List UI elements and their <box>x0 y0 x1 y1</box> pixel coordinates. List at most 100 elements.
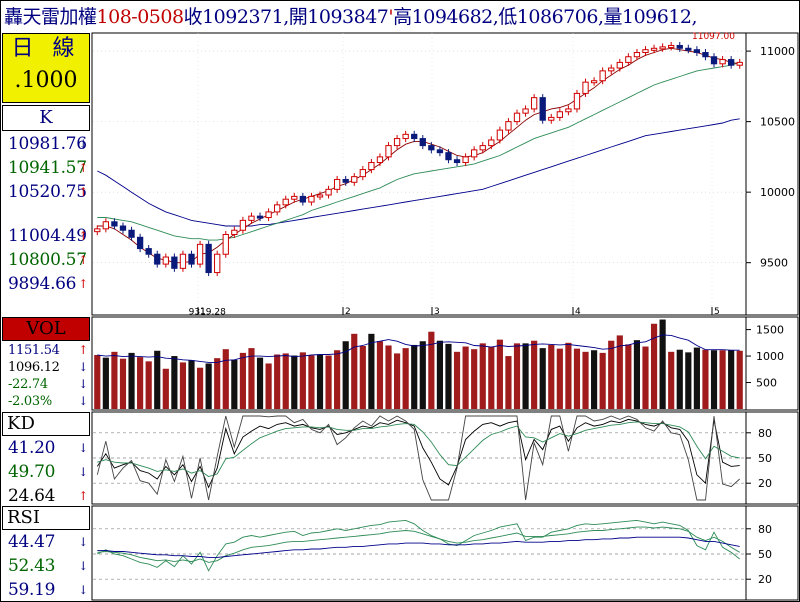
volume-bar <box>334 350 341 409</box>
volume-panel: 500 1000 1500 <box>91 316 799 411</box>
k-values-row: 11004.49 ↑ <box>2 224 90 248</box>
vol-value: 109612 <box>621 6 692 28</box>
high-label: 高 <box>393 6 412 28</box>
kd-values-row: 41.20 ↓ <box>2 436 90 460</box>
y-tick-label: 9500 <box>760 257 788 270</box>
period-label: 日 線 <box>11 36 81 61</box>
header-trail: , <box>691 6 698 28</box>
indicator-value: 10520.75 <box>8 182 87 202</box>
volume-bar <box>111 351 118 409</box>
volume-bar <box>676 349 683 409</box>
volume-bar <box>496 339 503 409</box>
candle-body <box>445 152 452 161</box>
candle-body <box>111 221 118 227</box>
panel-border <box>91 505 799 601</box>
rsi-values-row: 44.47 ↓ <box>2 530 90 554</box>
candle-body <box>522 108 529 114</box>
period-box: 日 線 .1000 <box>2 33 90 103</box>
volume-bar <box>608 340 615 409</box>
ma-mid-line <box>97 61 740 241</box>
volume-bar <box>505 356 512 409</box>
y-tick-label: 1500 <box>756 324 784 337</box>
volume-bar <box>299 352 306 409</box>
volume-bar <box>205 363 212 409</box>
kd-panel: 20 50 80 <box>91 411 799 505</box>
volume-bar <box>693 347 700 409</box>
up-arrow-icon: ↑ <box>78 161 88 175</box>
indicator-value: 59.19 <box>8 580 56 600</box>
volume-bar <box>94 355 101 409</box>
candle-body <box>196 243 204 265</box>
volume-bar <box>308 355 315 409</box>
candle-body <box>488 139 495 147</box>
rsi-panel: 20 50 80 <box>91 505 799 601</box>
volume-bar <box>659 319 666 409</box>
volume-bar <box>582 351 589 409</box>
volume-bar <box>565 342 572 409</box>
volume-bar <box>453 351 461 409</box>
series-line <box>96 415 740 501</box>
candle-body <box>274 204 281 213</box>
rsi-values: 44.47 ↓ 52.43 ↓ 59.19 ↓ <box>2 530 90 602</box>
indicator-value: 10981.76 <box>8 134 87 154</box>
candle-body <box>162 256 169 265</box>
rsi-values-row: 59.19 ↓ <box>2 578 90 602</box>
volume-bar <box>351 333 358 409</box>
candle-body <box>248 215 255 221</box>
candle-body <box>719 59 726 65</box>
ma-long-line <box>97 118 740 227</box>
indicator-value: -2.03% <box>8 394 52 409</box>
candle-body <box>231 229 238 235</box>
low-annotation: 9319.28 <box>189 308 226 318</box>
candle-body <box>428 145 435 151</box>
up-arrow-icon: ↑ <box>78 343 88 357</box>
candle-body <box>393 138 401 147</box>
candle-body <box>453 159 461 164</box>
kd-label-box: KD <box>2 412 90 436</box>
k-label: K <box>39 107 53 128</box>
candle-body <box>402 133 409 140</box>
vol-values-row: -22.74 ↓ <box>2 376 90 393</box>
indicator-value: 44.47 <box>8 532 56 552</box>
volume-bar <box>531 340 538 409</box>
candle-body <box>582 81 589 94</box>
volume-bar <box>282 353 289 409</box>
k-values-row: 9894.66 ↑ <box>2 272 90 296</box>
candle-body <box>436 149 444 154</box>
candle-body <box>256 215 264 219</box>
vol-values-row: 1151.54 ↑ <box>2 342 90 359</box>
candle-body <box>590 80 598 84</box>
volume-bar <box>633 340 641 409</box>
candle-body <box>736 61 743 66</box>
candle-body <box>171 256 178 269</box>
volume-bar <box>556 348 563 409</box>
volume-bar <box>428 331 435 409</box>
volume-bar <box>719 350 726 409</box>
volume-bar <box>325 355 332 409</box>
candle-body <box>205 243 212 274</box>
k-label-box: K <box>2 105 90 131</box>
series-line <box>97 421 740 477</box>
up-arrow-icon: ↑ <box>78 229 88 243</box>
close-label: 收 <box>183 6 203 28</box>
volume-bar <box>385 345 392 409</box>
volume-bar <box>419 341 426 409</box>
volume-bar <box>248 348 255 409</box>
y-tick-label: 50 <box>758 452 772 465</box>
low-value: 1086706 <box>516 6 599 28</box>
candle-body <box>308 195 315 203</box>
candle-body <box>102 221 110 230</box>
volume-bar <box>488 346 495 409</box>
indicator-value: -22.74 <box>8 377 48 392</box>
volume-bar <box>265 363 272 409</box>
candle-body <box>411 133 418 140</box>
high-value: 1094682 <box>411 6 494 28</box>
candle-body <box>325 188 332 196</box>
volume-bar <box>462 346 469 409</box>
candle-body <box>599 70 606 82</box>
candle-body <box>608 67 615 72</box>
k-values-row: 10941.57 ↑ <box>2 156 90 180</box>
index-name: 加權 <box>59 6 98 28</box>
candle-body <box>291 195 298 200</box>
vol-values-row: 1096.12 ↓ <box>2 359 90 376</box>
